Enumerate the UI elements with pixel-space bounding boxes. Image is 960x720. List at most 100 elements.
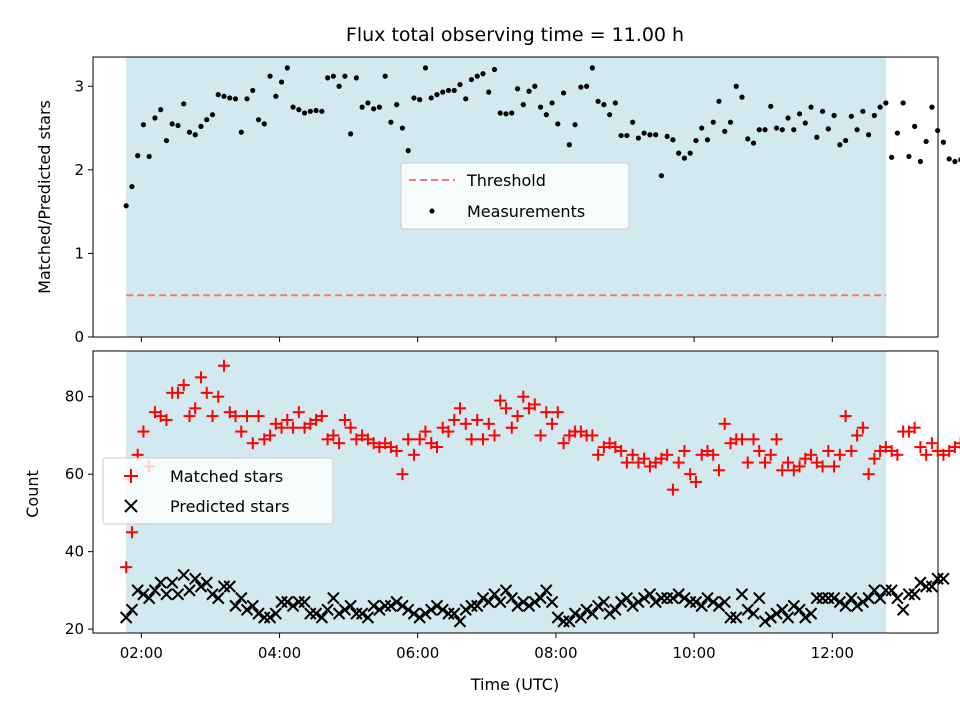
counts-panel-frame — [92, 350, 939, 634]
predicted-star-point — [850, 599, 864, 613]
x-tick-label: 04:00 — [258, 644, 301, 662]
matched-star-point — [666, 483, 679, 496]
measurement-point — [722, 128, 728, 134]
predicted-star-point — [799, 611, 812, 624]
matched-star-point — [448, 413, 461, 426]
predicted-star-point — [407, 607, 421, 620]
predicted-star-point — [148, 584, 162, 597]
predicted-stars-legend-label: Predicted stars — [170, 497, 290, 516]
measurement-point — [399, 125, 406, 131]
matched-star-point — [171, 386, 184, 399]
measurement-point — [871, 112, 877, 119]
measurements-legend-swatch — [429, 208, 435, 214]
matched-star-point — [413, 433, 426, 446]
matched-star-point — [390, 444, 403, 457]
predicted-star-point — [937, 572, 950, 585]
predicted-star-point — [292, 595, 306, 609]
measurement-point — [837, 142, 843, 148]
measurement-point — [739, 94, 745, 100]
predicted-star-point — [534, 591, 547, 605]
measurement-point — [382, 73, 388, 79]
predicted-star-point — [919, 580, 933, 593]
measurement-point — [866, 132, 872, 138]
matched-star-point — [759, 456, 772, 469]
measurement-point — [906, 153, 912, 160]
predicted-star-point — [816, 591, 829, 605]
predicted-star-point — [609, 603, 622, 616]
measurement-point — [146, 153, 152, 160]
predicted-star-point — [442, 607, 455, 620]
predicted-star-point — [683, 595, 697, 609]
matched-star-point — [805, 448, 818, 461]
measurement-point — [923, 138, 929, 145]
measurement-point — [330, 73, 336, 79]
ratio-panel-frame — [92, 56, 939, 338]
measurement-point — [635, 135, 641, 141]
measurement-point — [215, 92, 221, 98]
predicted-star-point — [724, 611, 737, 624]
measurement-point — [699, 125, 705, 131]
measurement-point — [491, 66, 498, 73]
ratio-panel: 0 1 2 3 Flux total observing time = 11.00 h… — [35, 24, 960, 346]
predicted-star-point — [649, 595, 662, 609]
measurement-point — [624, 132, 630, 139]
matched-star-point — [689, 475, 702, 488]
measurement-point — [342, 73, 348, 79]
measurement-point — [301, 110, 308, 116]
predicted-star-point — [695, 599, 708, 613]
measurement-point — [693, 137, 699, 144]
ratio-legend: Threshold Measurements — [400, 162, 630, 230]
measurement-point — [359, 104, 365, 110]
predicted-star-point — [793, 603, 806, 616]
measurement-point — [935, 127, 941, 134]
matched-star-point — [862, 468, 875, 481]
matched-star-point — [264, 429, 277, 442]
measurement-point — [854, 127, 860, 133]
matched-star-point — [764, 448, 777, 461]
measurement-point — [762, 127, 768, 133]
matched-star-point — [891, 448, 904, 461]
predicted-star-point — [810, 591, 824, 605]
predicted-star-point — [672, 588, 685, 601]
matched-star-point — [344, 421, 357, 434]
measurement-point — [417, 97, 423, 103]
measurement-point — [653, 132, 659, 138]
predicted-star-point — [781, 611, 795, 624]
predicted-star-point — [160, 588, 173, 601]
matched-star-point — [287, 421, 300, 434]
predicted-star-point — [125, 603, 139, 616]
predicted-star-point — [494, 595, 507, 609]
measurement-point — [612, 100, 618, 106]
matched-star-point — [125, 526, 138, 539]
predicted-star-point — [154, 576, 167, 589]
measurement-point — [785, 115, 791, 121]
measurement-point — [255, 117, 262, 123]
predicted-star-point — [206, 588, 219, 601]
predicted-star-point — [171, 588, 185, 601]
measurement-point — [658, 173, 665, 179]
measurement-point — [537, 104, 544, 110]
predicted-star-point — [119, 611, 133, 624]
matched-star-point — [770, 433, 783, 446]
predicted-star-point — [338, 603, 352, 616]
x-tick-label: 08:00 — [534, 644, 577, 662]
predicted-star-point — [758, 615, 772, 628]
measurement-point — [750, 140, 757, 146]
measurement-point — [543, 112, 549, 118]
matched-stars-legend-swatch — [124, 469, 138, 483]
predicted-star-point — [637, 591, 651, 605]
predicted-star-point — [787, 599, 800, 613]
measurement-point — [365, 100, 371, 106]
measurement-point — [192, 132, 198, 138]
matched-star-point — [281, 413, 294, 426]
predicted-star-point — [833, 595, 847, 609]
matched-star-point — [735, 433, 748, 446]
measurement-point — [514, 86, 521, 92]
measurement-point — [940, 139, 947, 145]
measurement-point — [227, 95, 233, 101]
y-tick-label: 40 — [65, 543, 84, 561]
matched-star-point — [275, 421, 288, 434]
measurement-point — [474, 73, 480, 79]
predicted-star-point — [505, 591, 518, 605]
predicted-star-point — [902, 588, 916, 601]
